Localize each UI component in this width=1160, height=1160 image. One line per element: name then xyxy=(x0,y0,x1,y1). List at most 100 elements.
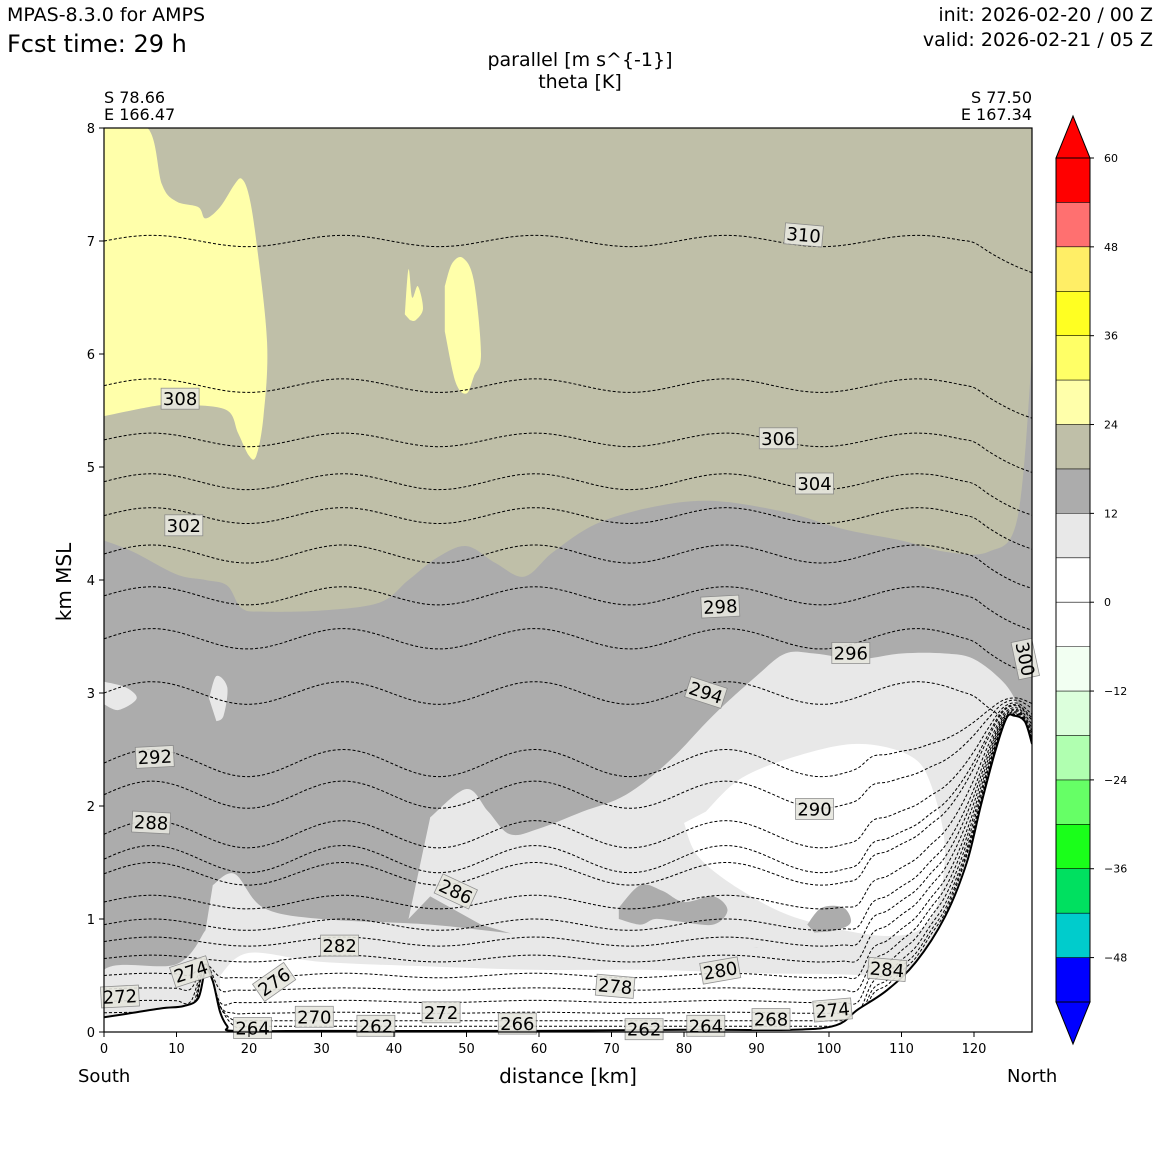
colorbar-tick-label: 60 xyxy=(1104,152,1118,165)
x-tick-label: 20 xyxy=(241,1042,258,1057)
theta-contour-line xyxy=(104,708,1032,931)
theta-contour-line xyxy=(104,707,1032,910)
contour-label: 270 xyxy=(294,1005,334,1028)
colorbar-tick-label: −12 xyxy=(1104,685,1127,698)
theta-contour-line xyxy=(104,432,1032,473)
x-tick-label: 50 xyxy=(458,1042,475,1057)
contour-label-box xyxy=(497,1012,537,1035)
y-tick-label: 5 xyxy=(87,461,95,476)
colorbar-segment xyxy=(1056,868,1090,914)
theta-contour-line xyxy=(104,702,1032,849)
theta-contour-line xyxy=(104,681,1032,730)
contour-label-text: 292 xyxy=(137,747,172,770)
contour-label: 268 xyxy=(751,1008,791,1031)
x-tick-label: 90 xyxy=(748,1042,765,1057)
left-longitude: E 166.47 xyxy=(104,105,176,124)
contour-label-box xyxy=(164,514,204,537)
shade-24-30-region xyxy=(104,128,268,460)
contour-label-text: 302 xyxy=(167,516,201,537)
y-tick-label: 2 xyxy=(87,800,95,815)
contour-label-box xyxy=(699,956,742,985)
contour-label-text: 298 xyxy=(703,596,738,619)
contour-label-box xyxy=(421,1001,461,1024)
theta-contour-line xyxy=(104,705,1032,886)
colorbar-tick-label: −48 xyxy=(1104,952,1127,965)
contour-label-text: 270 xyxy=(297,1007,331,1028)
colorbar-tick-label: −36 xyxy=(1104,863,1127,876)
contour-label: 262 xyxy=(356,1014,396,1037)
contour-label-text: 262 xyxy=(359,1016,393,1037)
contour-label-text: 274 xyxy=(815,999,851,1023)
left-latitude: S 78.66 xyxy=(104,88,166,107)
y-tick-label: 1 xyxy=(87,913,95,928)
shade-6-12-lowlevel xyxy=(104,734,1032,1032)
x-tick-label: 110 xyxy=(889,1042,914,1057)
colorbar-tick-label: −24 xyxy=(1104,774,1127,787)
contour-label-text: 284 xyxy=(869,958,905,982)
contour-label-text: 310 xyxy=(786,224,822,248)
colorbar-under-triangle xyxy=(1055,1001,1091,1046)
contour-label: 288 xyxy=(131,810,172,835)
contour-label-box xyxy=(812,997,853,1023)
contour-label-text: 308 xyxy=(163,389,197,410)
theta-contour-line xyxy=(104,628,1032,675)
colorbar-tick-label: 36 xyxy=(1104,330,1118,343)
contour-label-box xyxy=(795,798,834,820)
shade-24-30-blob xyxy=(444,256,481,394)
contour-label: 298 xyxy=(700,594,741,619)
colorbar-segment xyxy=(1056,779,1090,825)
contour-label: 272 xyxy=(421,1001,461,1024)
contour-label: 310 xyxy=(783,222,824,248)
contour-label: 304 xyxy=(795,472,834,495)
theta-contour-line xyxy=(104,715,1032,1032)
colorbar-segment xyxy=(1056,913,1090,958)
y-tick-label: 7 xyxy=(87,235,95,250)
contour-label-box xyxy=(783,222,824,248)
contour-label: 278 xyxy=(594,973,636,999)
colorbar-segment xyxy=(1056,468,1090,514)
contour-label-text: 282 xyxy=(322,936,356,957)
contour-label: 264 xyxy=(686,1014,726,1037)
shade-24-30-blob xyxy=(404,269,424,321)
x-tick-label: 60 xyxy=(531,1042,548,1057)
contour-label-box xyxy=(866,956,908,982)
contour-label-text: 288 xyxy=(133,812,168,835)
colorbar-segment xyxy=(1056,513,1090,558)
colorbar-segment xyxy=(1056,291,1090,336)
x-tick-label: 0 xyxy=(100,1042,108,1057)
x-tick-label: 40 xyxy=(386,1042,403,1057)
theta-contour-line xyxy=(104,473,1032,516)
x-tick-label: 100 xyxy=(817,1042,842,1057)
terrain-line xyxy=(104,713,1032,1032)
contour-label-text: 290 xyxy=(797,799,831,820)
contour-label-box xyxy=(686,1014,726,1037)
colorbar-tick-label: 0 xyxy=(1104,596,1111,609)
colorbar-over-triangle xyxy=(1055,114,1091,159)
contour-label-box xyxy=(294,1005,334,1028)
theta-contour-line xyxy=(104,699,1032,809)
x-tick-label: 10 xyxy=(168,1042,185,1057)
contour-label: 266 xyxy=(497,1012,537,1035)
chart-title-line1: parallel [m s^{-1}] xyxy=(487,49,673,71)
shade-6-12-patch xyxy=(209,675,228,722)
colorbar-frame xyxy=(1055,157,1091,1003)
model-title: MPAS-8.3.0 for AMPS xyxy=(7,4,206,26)
colorbar-segment xyxy=(1056,424,1090,469)
forecast-time: Fcst time: 29 h xyxy=(7,30,187,58)
colorbar-segment xyxy=(1056,646,1090,692)
right-longitude: E 167.34 xyxy=(960,105,1032,124)
theta-contour-line xyxy=(104,378,1032,419)
contour-label-box xyxy=(751,1008,791,1030)
contour-label: 302 xyxy=(164,514,204,537)
contour-label-text: 264 xyxy=(689,1016,723,1037)
contour-label-box xyxy=(831,642,871,664)
contour-label-text: 272 xyxy=(102,986,137,1009)
chart-title-line2: theta [K] xyxy=(538,71,622,93)
theta-contour-line xyxy=(104,712,1032,980)
contour-label-box xyxy=(320,934,360,957)
y-tick-label: 0 xyxy=(87,1026,95,1041)
theta-contour-line xyxy=(104,704,1032,874)
shade-12-18-patch xyxy=(618,884,728,926)
colorbar-segment xyxy=(1056,691,1090,736)
colorbar-segment xyxy=(1056,158,1090,203)
